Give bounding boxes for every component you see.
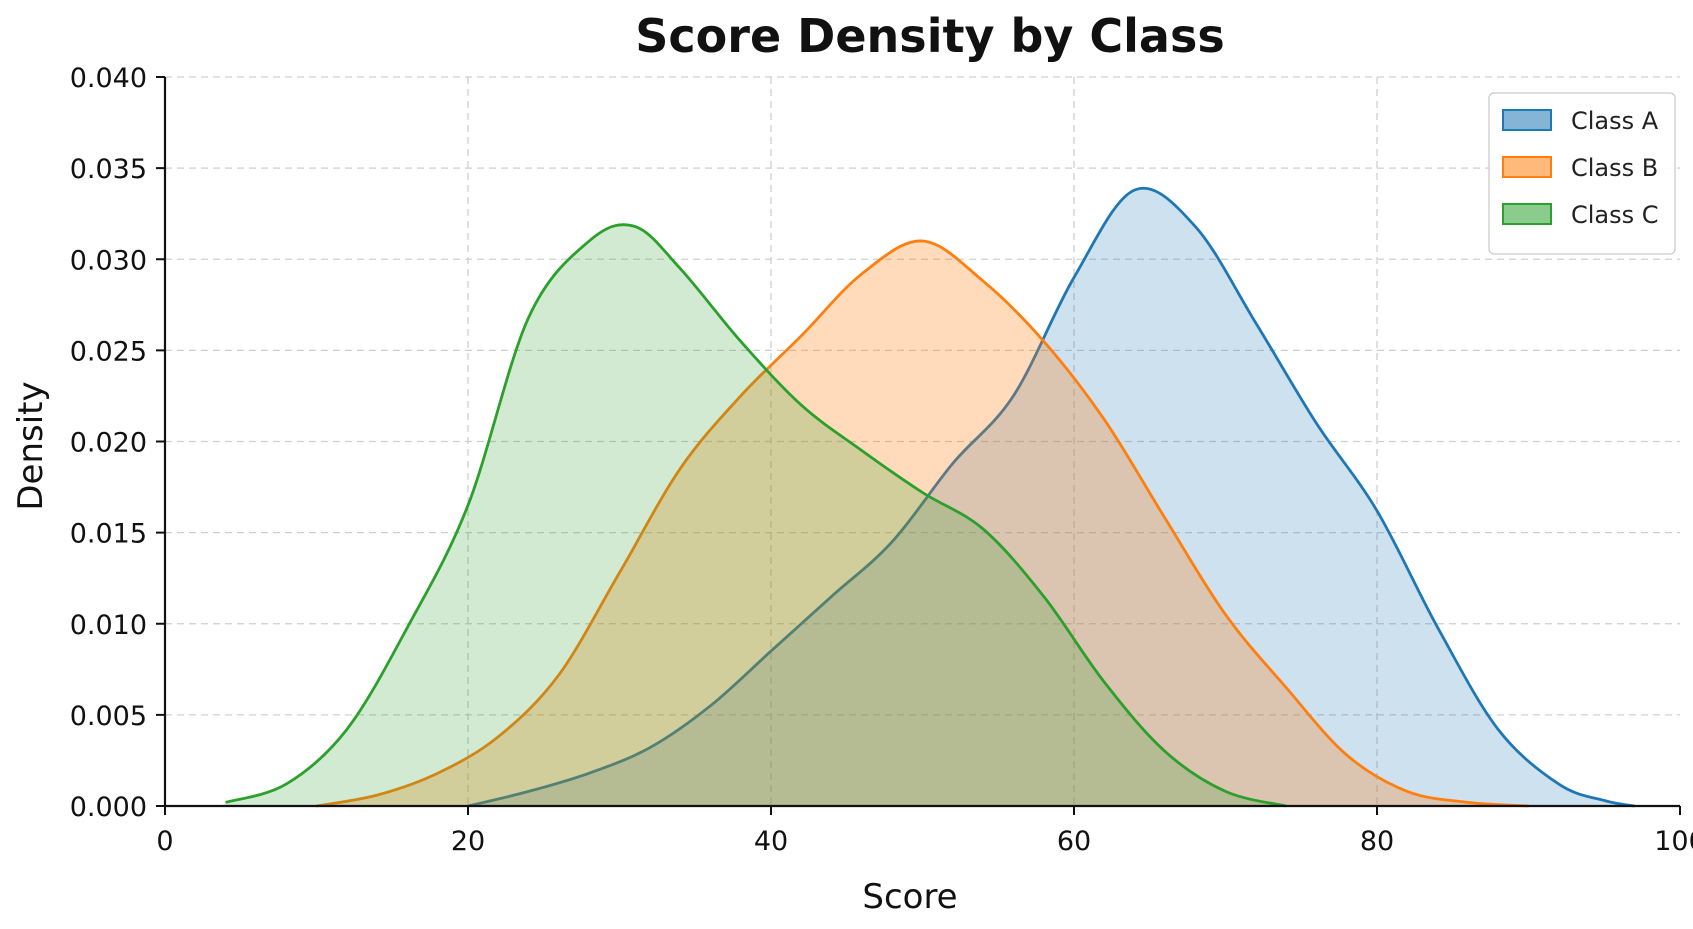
class-b-density-fill (316, 240, 1529, 806)
y-tick-label: 0.035 (70, 154, 147, 185)
y-tick-label: 0.015 (70, 519, 147, 550)
x-tick-label: 60 (1057, 826, 1091, 857)
class-c-density-fill (225, 224, 1287, 806)
x-tick-label: 100 (1654, 826, 1693, 857)
class-a-legend-swatch (1502, 109, 1552, 131)
chart-title: Score Density by Class (635, 9, 1224, 63)
x-tick-label: 40 (754, 826, 788, 857)
class-a-density-fill (468, 188, 1635, 806)
axes: 0 20 40 60 80 100 0.000 0.005 0.010 0.015 0.020 0.0… (70, 63, 1693, 857)
y-tick-label: 0.025 (70, 336, 147, 367)
class-b-legend-swatch (1502, 156, 1552, 178)
legend: Class A Class B Class C (1488, 92, 1676, 255)
x-tick-label: 20 (451, 826, 485, 857)
class-c-density-line (225, 223, 1287, 808)
y-tick-label: 0.030 (70, 245, 147, 276)
x-axis-label: Score (862, 877, 957, 917)
x-tick-label: 80 (1360, 826, 1394, 857)
x-tick-label: 0 (156, 826, 173, 857)
y-axis-label: Density (11, 381, 51, 510)
y-tick-label: 0.020 (70, 428, 147, 459)
class-c-legend-label: Class C (1571, 201, 1659, 229)
density-areas (225, 186, 1635, 808)
y-tick-label: 0.005 (70, 701, 147, 732)
class-a-legend-label: Class A (1571, 107, 1659, 135)
y-tick-label: 0.000 (70, 792, 147, 823)
y-tick-label: 0.040 (70, 63, 147, 94)
class-a-density-line (467, 186, 1635, 808)
grid (165, 76, 1680, 806)
class-b-legend-label: Class B (1571, 154, 1658, 182)
class-b-density-line (316, 239, 1529, 808)
class-c-legend-swatch (1502, 203, 1552, 225)
y-tick-label: 0.010 (70, 610, 147, 641)
